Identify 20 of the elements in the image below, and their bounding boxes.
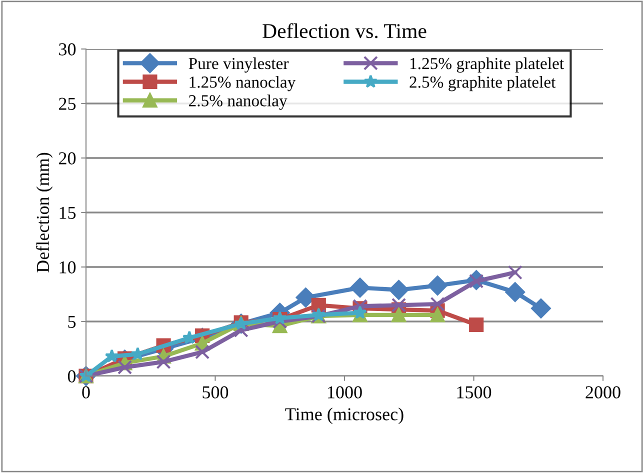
chart-title: Deflection vs. Time	[262, 23, 426, 38]
y-axis-title: Deflection (mm)	[36, 152, 53, 272]
legend-label: 2.5% nanoclay	[189, 94, 288, 110]
x-tick-label: 2000	[586, 386, 620, 398]
legend-label: 2.5% graphite platelet	[410, 76, 556, 92]
y-tick-label: 20	[59, 152, 76, 164]
legend-label: 1.25% graphite platelet	[410, 57, 564, 73]
legend-label: Pure vinylester	[188, 57, 289, 73]
x-axis-title: Time (microsec)	[285, 408, 404, 424]
x-tick-label: 0	[82, 386, 90, 398]
x-tick-label: 500	[202, 386, 228, 398]
y-tick-label: 10	[60, 261, 76, 274]
y-tick-label: 25	[59, 98, 76, 110]
x-tick-label: 1500	[457, 386, 492, 398]
y-tick-label: 15	[60, 206, 76, 219]
x-tick-label: 1000	[328, 386, 362, 398]
y-tick-label: 5	[68, 316, 76, 328]
legend-label: 1.25% nanoclay	[190, 76, 296, 92]
y-tick-label: 30	[59, 43, 76, 56]
y-tick-label: 0	[68, 370, 76, 382]
